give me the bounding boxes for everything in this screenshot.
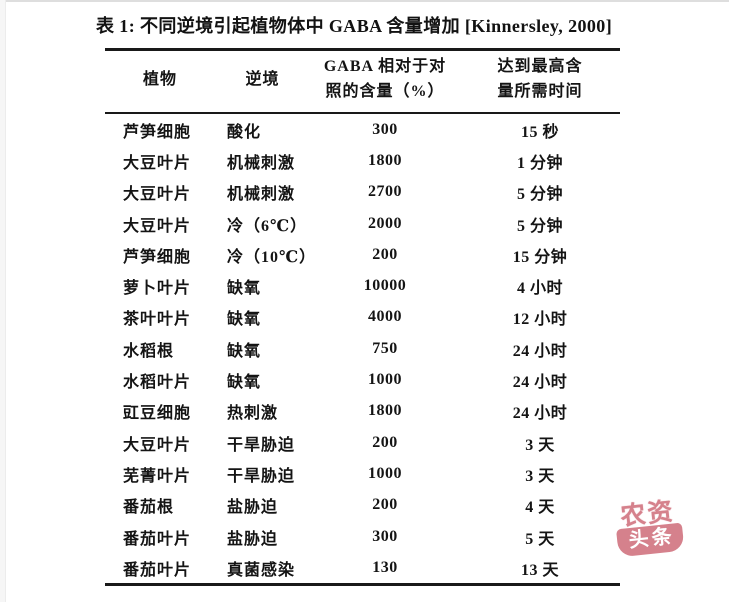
header-time-to-max: 达到最高含 量所需时间 [460, 49, 620, 114]
cell-gaba-content: 300 [372, 120, 398, 138]
table-row: 豇豆细胞 热刺激 1800 24 小时 [105, 396, 620, 427]
cell-stress: 冷（10℃） [227, 248, 317, 266]
table-row: 大豆叶片 机械刺激 2700 5 分钟 [105, 177, 620, 208]
cell-plant: 芜菁叶片 [123, 467, 192, 485]
cell-time: 5 分钟 [516, 186, 563, 204]
cell-stress: 缺氧 [227, 374, 262, 392]
table-caption: 表 1: 不同逆境引起植物体中 GABA 含量增加 [Kinnersley, 2… [96, 16, 613, 36]
table-row: 水稻根 缺氧 750 24 小时 [105, 333, 620, 364]
gaba-content-table: 植物 逆境 GABA 相对于对 照的含量（%） 达到最高含 量所需时间 芦笋细胞… [105, 48, 620, 587]
cell-gaba-content: 200 [372, 496, 398, 514]
cell-stress: 机械刺激 [227, 186, 296, 204]
cell-gaba-content: 300 [372, 527, 398, 545]
header-plant: 植物 [105, 49, 215, 114]
cell-gaba-content: 1000 [368, 371, 402, 389]
cell-stress: 热刺激 [227, 405, 279, 423]
table-row: 番茄叶片 盐胁迫 300 5 天 [105, 521, 620, 552]
cell-plant: 大豆叶片 [123, 186, 192, 204]
cell-gaba-content: 200 [372, 245, 398, 263]
table-row: 茶叶叶片 缺氧 4000 12 小时 [105, 302, 620, 333]
cell-plant: 大豆叶片 [123, 217, 192, 235]
cell-stress: 冷（6℃） [227, 217, 308, 235]
cell-time: 24 小时 [512, 374, 568, 392]
cell-time: 5 分钟 [516, 217, 563, 235]
cell-stress: 机械刺激 [227, 154, 296, 172]
cell-time: 3 天 [525, 467, 555, 485]
watermark-logo: 农资 头条 [613, 497, 685, 558]
page-left-gutter [0, 0, 6, 602]
cell-time: 4 天 [525, 499, 555, 517]
cell-gaba-content: 2700 [368, 183, 402, 201]
cell-plant: 水稻根 [123, 342, 175, 360]
table-row: 番茄根 盐胁迫 200 4 天 [105, 490, 620, 521]
cell-gaba-content: 200 [372, 433, 398, 451]
cell-time: 24 小时 [512, 342, 568, 360]
cell-time: 13 天 [520, 561, 559, 579]
cell-plant: 芦笋细胞 [123, 248, 192, 266]
page-top-edge [0, 0, 729, 2]
cell-time: 12 小时 [512, 311, 568, 329]
cell-time: 15 分钟 [512, 248, 568, 266]
cell-time: 15 秒 [520, 123, 559, 141]
table-row: 芦笋细胞 酸化 300 15 秒 [105, 113, 620, 145]
cell-stress: 盐胁迫 [227, 499, 279, 517]
table-row: 大豆叶片 干旱胁迫 200 3 天 [105, 427, 620, 458]
cell-time: 4 小时 [516, 280, 563, 298]
cell-gaba-content: 10000 [363, 277, 407, 295]
cell-stress: 缺氧 [227, 280, 262, 298]
cell-stress: 干旱胁迫 [227, 436, 296, 454]
cell-stress: 盐胁迫 [227, 530, 279, 548]
cell-time: 3 天 [525, 436, 555, 454]
cell-stress: 缺氧 [227, 311, 262, 329]
table-row: 番茄叶片 真菌感染 130 13 天 [105, 552, 620, 585]
table-body: 芦笋细胞 酸化 300 15 秒 大豆叶片 机械刺激 1800 1 分钟 大豆叶… [105, 113, 620, 585]
cell-gaba-content: 4000 [368, 308, 402, 326]
cell-plant: 番茄根 [123, 499, 175, 517]
table-row: 芜菁叶片 干旱胁迫 1000 3 天 [105, 458, 620, 489]
cell-gaba-content: 2000 [368, 214, 402, 232]
cell-gaba-content: 1800 [368, 151, 402, 169]
cell-plant: 大豆叶片 [123, 436, 192, 454]
cell-gaba-content: 130 [372, 558, 398, 576]
cell-plant: 水稻叶片 [123, 374, 192, 392]
cell-stress: 真菌感染 [227, 561, 296, 579]
cell-gaba-content: 750 [372, 339, 398, 357]
cell-stress: 酸化 [227, 123, 262, 141]
cell-plant: 番茄叶片 [123, 530, 192, 548]
table-row: 水稻叶片 缺氧 1000 24 小时 [105, 364, 620, 395]
cell-plant: 豇豆细胞 [123, 405, 192, 423]
cell-stress: 缺氧 [227, 342, 262, 360]
cell-stress: 干旱胁迫 [227, 467, 296, 485]
cell-plant: 芦笋细胞 [123, 123, 192, 141]
table-row: 萝卜叶片 缺氧 10000 4 小时 [105, 270, 620, 301]
table-header: 植物 逆境 GABA 相对于对 照的含量（%） 达到最高含 量所需时间 [105, 49, 620, 114]
cell-plant: 番茄叶片 [123, 561, 192, 579]
cell-time: 5 天 [525, 530, 555, 548]
table-row: 芦笋细胞 冷（10℃） 200 15 分钟 [105, 239, 620, 270]
header-row: 植物 逆境 GABA 相对于对 照的含量（%） 达到最高含 量所需时间 [105, 49, 620, 114]
table-row: 大豆叶片 机械刺激 1800 1 分钟 [105, 145, 620, 176]
cell-gaba-content: 1000 [368, 464, 402, 482]
table-row: 大豆叶片 冷（6℃） 2000 5 分钟 [105, 208, 620, 239]
header-stress: 逆境 [215, 49, 310, 114]
cell-plant: 萝卜叶片 [123, 280, 192, 298]
cell-time: 24 小时 [512, 405, 568, 423]
header-gaba-content: GABA 相对于对 照的含量（%） [310, 49, 460, 114]
cell-gaba-content: 1800 [368, 402, 402, 420]
cell-time: 1 分钟 [516, 154, 563, 172]
cell-plant: 茶叶叶片 [123, 311, 192, 329]
cell-plant: 大豆叶片 [123, 154, 192, 172]
